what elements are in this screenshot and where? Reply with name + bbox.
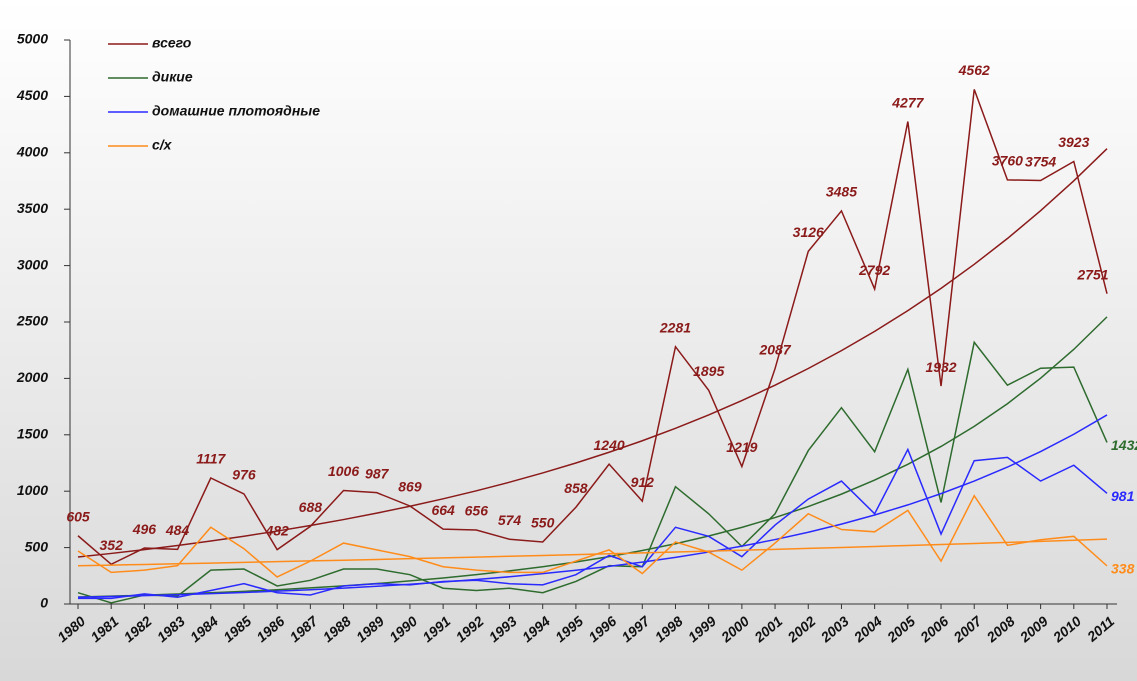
y-tick-label: 1000 — [17, 482, 48, 498]
data-label: 352 — [100, 537, 124, 553]
data-label: 1006 — [328, 463, 359, 479]
data-label: 1117 — [196, 451, 226, 467]
legend-label: домашние плотоядные — [152, 103, 320, 119]
data-label: 1932 — [925, 359, 956, 375]
data-label: 656 — [465, 503, 489, 519]
data-label: 4562 — [958, 62, 990, 78]
data-label: 338 — [1111, 561, 1135, 577]
y-tick-label: 0 — [40, 595, 48, 611]
data-label: 3485 — [826, 184, 857, 200]
trend-line — [77, 316, 1108, 598]
data-label: 3923 — [1058, 134, 1089, 150]
y-tick-label: 3000 — [17, 256, 48, 272]
y-tick-label: 4000 — [16, 144, 48, 160]
data-label: 1432 — [1111, 437, 1137, 453]
data-label: 912 — [631, 474, 655, 490]
data-label: 2087 — [758, 341, 791, 357]
data-label: 1895 — [693, 363, 724, 379]
legend-label: всего — [152, 35, 192, 51]
legend-label: дикие — [152, 69, 193, 85]
data-label: 605 — [66, 508, 90, 524]
y-tick-label: 2000 — [16, 369, 48, 385]
trend-line — [77, 538, 1108, 567]
data-label: 987 — [365, 465, 390, 481]
data-label: 1240 — [594, 437, 625, 453]
y-tick-label: 5000 — [17, 31, 48, 47]
data-label: 3760 — [992, 153, 1023, 169]
data-label: 550 — [531, 515, 555, 531]
data-label: 484 — [165, 522, 190, 538]
data-label: 688 — [299, 499, 323, 515]
data-label: 2792 — [858, 262, 890, 278]
trend-line — [77, 414, 1108, 599]
data-label: 4277 — [891, 94, 924, 110]
series-line — [77, 340, 1108, 604]
series-line — [77, 494, 1108, 578]
y-tick-label: 4500 — [16, 87, 48, 103]
data-label: 3126 — [793, 224, 824, 240]
legend-label: с/х — [152, 137, 173, 153]
y-tick-label: 3500 — [17, 200, 48, 216]
data-label: 496 — [132, 521, 157, 537]
data-label: 574 — [498, 512, 522, 528]
series-line — [78, 447, 1108, 600]
data-label: 2751 — [1076, 266, 1108, 282]
trend-line — [77, 148, 1108, 558]
data-label: 664 — [431, 502, 455, 518]
data-label: 482 — [264, 522, 289, 538]
data-label: 858 — [564, 480, 588, 496]
data-label: 3754 — [1025, 153, 1056, 169]
data-label: 2281 — [659, 319, 691, 335]
y-tick-label: 2500 — [16, 313, 48, 329]
data-label: 981 — [1111, 488, 1135, 504]
y-tick-label: 500 — [25, 538, 49, 554]
data-label: 1219 — [726, 439, 757, 455]
series-line — [77, 89, 1108, 566]
y-tick-label: 1500 — [17, 426, 48, 442]
data-label: 976 — [232, 467, 256, 483]
data-label: 869 — [398, 479, 422, 495]
